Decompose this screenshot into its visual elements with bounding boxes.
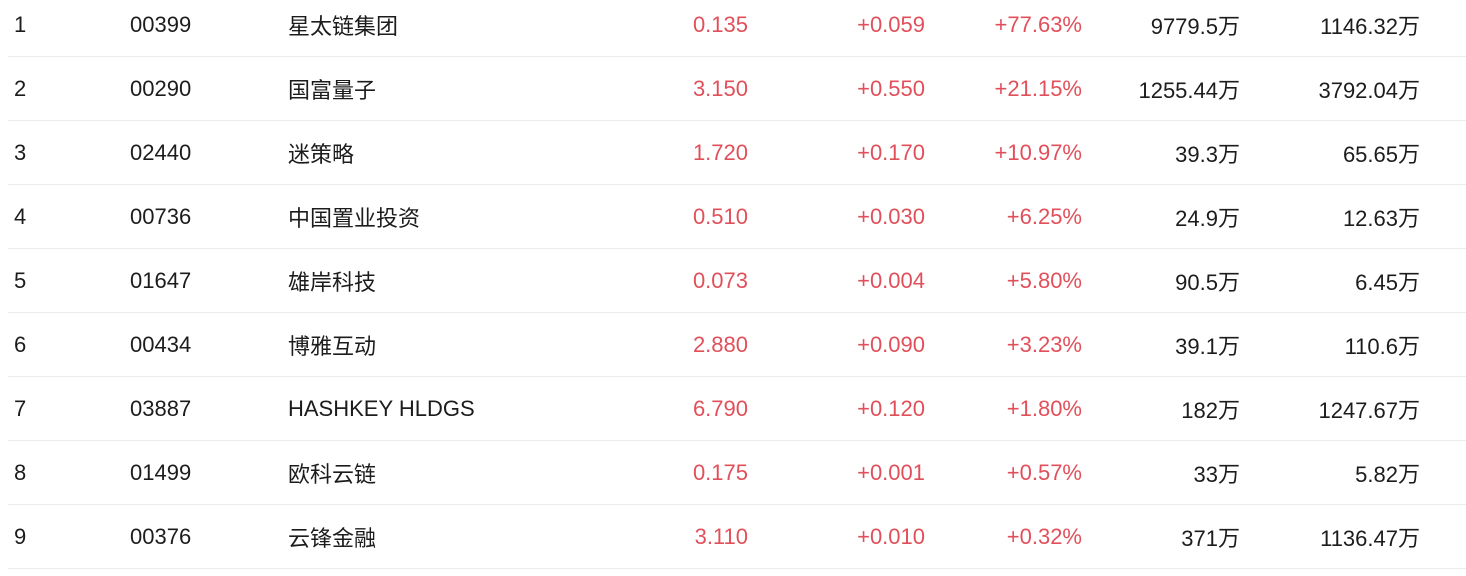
table-row[interactable]: 9 00376 云锋金融 3.110 +0.010 +0.32% 371万 11…: [0, 505, 1466, 569]
rank-cell: 6: [14, 332, 27, 357]
change-percent-cell: +10.97%: [994, 140, 1082, 165]
stock-code: 00736: [130, 204, 192, 229]
turnover-cell: 1247.67万: [1318, 398, 1420, 423]
stock-name: 欧科云链: [288, 462, 377, 487]
table-row[interactable]: 7 03887 HASHKEY HLDGS 6.790 +0.120 +1.80…: [0, 377, 1466, 441]
stock-name: HASHKEY HLDGS: [288, 396, 475, 421]
rank-cell: 2: [14, 76, 27, 101]
rank-cell: 9: [14, 524, 27, 549]
stock-code: 00290: [130, 76, 192, 101]
rank-cell: 3: [14, 140, 27, 165]
turnover-cell: 3792.04万: [1318, 78, 1420, 103]
price-cell: 6.790: [692, 396, 748, 421]
turnover-cell: 110.6万: [1344, 334, 1420, 359]
stock-name: 国富量子: [288, 78, 377, 103]
change-cell: +0.059: [857, 12, 925, 37]
volume-cell: 182万: [1181, 398, 1240, 423]
volume-cell: 33万: [1193, 462, 1240, 487]
volume-cell: 39.3万: [1175, 142, 1240, 167]
stock-code: 02440: [130, 140, 192, 165]
turnover-cell: 65.65万: [1342, 142, 1420, 167]
stock-name: 雄岸科技: [288, 270, 377, 295]
price-cell: 0.510: [692, 204, 748, 229]
change-cell: +0.030: [857, 204, 925, 229]
stock-code: 00376: [130, 524, 192, 549]
price-cell: 1.720: [692, 140, 748, 165]
rank-cell: 1: [14, 12, 27, 37]
table-row[interactable]: 8 01499 欧科云链 0.175 +0.001 +0.57% 33万 5.8…: [0, 441, 1466, 505]
stock-code: 00434: [130, 332, 192, 357]
rank-cell: 8: [14, 460, 27, 485]
change-percent-cell: +5.80%: [1006, 268, 1082, 293]
price-cell: 3.150: [692, 76, 748, 101]
price-cell: 0.175: [692, 460, 748, 485]
turnover-cell: 6.45万: [1355, 270, 1420, 295]
stock-code: 01647: [130, 268, 192, 293]
stock-name: 星太链集团: [288, 14, 399, 39]
volume-cell: 90.5万: [1175, 270, 1240, 295]
stock-code: 00399: [130, 12, 192, 37]
table-row[interactable]: 2 00290 国富量子 3.150 +0.550 +21.15% 1255.4…: [0, 57, 1466, 121]
price-cell: 0.135: [692, 12, 748, 37]
change-cell: +0.170: [857, 140, 925, 165]
table-row[interactable]: 3 02440 迷策略 1.720 +0.170 +10.97% 39.3万 6…: [0, 121, 1466, 185]
turnover-cell: 1146.32万: [1320, 14, 1420, 39]
change-percent-cell: +3.23%: [1006, 332, 1082, 357]
stock-code: 01499: [130, 460, 192, 485]
turnover-cell: 12.63万: [1342, 206, 1420, 231]
table-row[interactable]: 5 01647 雄岸科技 0.073 +0.004 +5.80% 90.5万 6…: [0, 249, 1466, 313]
change-cell: +0.120: [857, 396, 925, 421]
stock-code: 03887: [130, 396, 192, 421]
change-cell: +0.010: [857, 524, 925, 549]
stock-name: 中国置业投资: [288, 206, 421, 231]
change-percent-cell: +0.32%: [1006, 524, 1082, 549]
table-row[interactable]: 1 00399 星太链集团 0.135 +0.059 +77.63% 9779.…: [0, 0, 1466, 57]
change-percent-cell: +77.63%: [994, 12, 1082, 37]
rank-cell: 4: [14, 204, 27, 229]
turnover-cell: 1136.47万: [1320, 526, 1420, 551]
rank-cell: 5: [14, 268, 27, 293]
change-percent-cell: +0.57%: [1006, 460, 1082, 485]
rank-cell: 7: [14, 396, 27, 421]
price-cell: 3.110: [694, 524, 748, 549]
volume-cell: 39.1万: [1175, 334, 1240, 359]
change-cell: +0.090: [857, 332, 925, 357]
table-row[interactable]: 6 00434 博雅互动 2.880 +0.090 +3.23% 39.1万 1…: [0, 313, 1466, 377]
change-cell: +0.550: [857, 76, 925, 101]
change-cell: +0.004: [857, 268, 925, 293]
volume-cell: 9779.5万: [1150, 14, 1240, 39]
stock-name: 博雅互动: [288, 334, 377, 359]
stock-name: 云锋金融: [288, 526, 377, 551]
change-percent-cell: +21.15%: [994, 76, 1082, 101]
stock-name: 迷策略: [288, 142, 355, 167]
turnover-cell: 5.82万: [1355, 462, 1420, 487]
volume-cell: 24.9万: [1175, 206, 1240, 231]
price-cell: 0.073: [692, 268, 748, 293]
volume-cell: 371万: [1181, 526, 1240, 551]
price-cell: 2.880: [692, 332, 748, 357]
change-percent-cell: +6.25%: [1006, 204, 1082, 229]
change-percent-cell: +1.80%: [1006, 396, 1082, 421]
volume-cell: 1255.44万: [1138, 78, 1240, 103]
table-row[interactable]: 4 00736 中国置业投资 0.510 +0.030 +6.25% 24.9万…: [0, 185, 1466, 249]
change-cell: +0.001: [857, 460, 925, 485]
